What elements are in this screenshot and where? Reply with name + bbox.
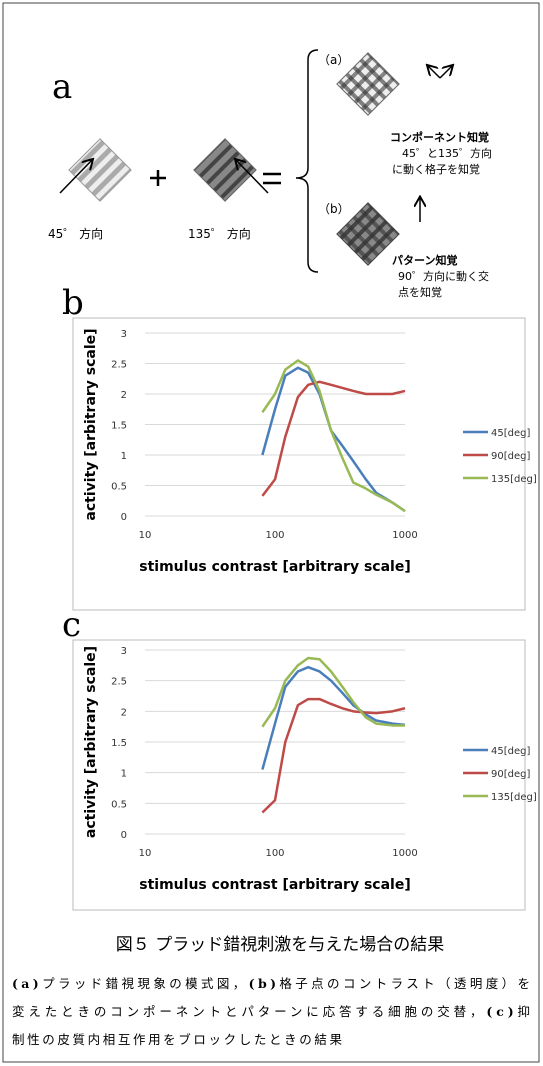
y-tick-label: 0.5: [111, 482, 127, 493]
y-tick-label: 2: [121, 707, 127, 718]
chart-frame: [72, 639, 526, 911]
caption-body: (a) プラッド錯視現象の模式図， (b) 格子点のコントラスト（透明度）を変えたとき…: [12, 976, 530, 1047]
x-tick-label: 100: [265, 848, 284, 859]
perception-line: 点を知覚: [398, 285, 442, 299]
caption-segment: 抑: [517, 1004, 530, 1019]
tag: （b）: [318, 202, 350, 216]
y-tick-label: 2: [121, 390, 127, 401]
y-tick-label: 1.5: [111, 738, 127, 749]
perception-title: コンポーネント知覚: [390, 130, 489, 144]
grating-45: [59, 138, 132, 202]
y-tick-label: 2.5: [111, 677, 127, 688]
brace: [295, 49, 319, 273]
legend-label: 90[deg]: [491, 451, 530, 462]
perception-line: に動く格子を知覚: [392, 162, 480, 176]
legend-label: 135[deg]: [491, 474, 537, 485]
y-tick-label: 1: [121, 451, 127, 462]
perception-line: 90゜方向に動く交: [398, 269, 489, 283]
x-tick-label: 1000: [392, 530, 417, 541]
chart-frame: [72, 317, 526, 611]
panel-label: c: [62, 605, 81, 645]
equals: [263, 172, 281, 185]
data-line: [261, 359, 406, 513]
legend-label: 90[deg]: [491, 769, 530, 780]
caption-segment: 変えたときのコンポーネントとパターンに応答する細胞の交替，: [12, 1004, 483, 1019]
caption-line: (a) プラッド錯視現象の模式図， (b) 格子点のコントラスト（透明度）を: [12, 976, 530, 991]
panel-label: a: [52, 67, 72, 107]
legend-label: 135[deg]: [491, 792, 537, 803]
y-tick-label: 0: [121, 512, 127, 523]
y-tick-label: 0: [121, 830, 127, 841]
y-tick-label: 3: [121, 329, 127, 340]
y-tick-label: 1.5: [111, 421, 127, 432]
panel-label: b: [62, 283, 84, 323]
y-axis-label: activity [arbitrary scale]: [83, 646, 99, 838]
x-tick-label: 10: [139, 848, 152, 859]
plaid-pattern: [336, 202, 400, 266]
x-tick-label: 100: [265, 530, 284, 541]
caption-title: 図５ プラッド錯視刺激を与えた場合の結果: [116, 935, 444, 955]
perception-title: パターン知覚: [392, 253, 457, 267]
y-tick-label: 2.5: [111, 360, 127, 371]
caption-45: 45゜ 方向: [48, 226, 103, 241]
arrows-component: [428, 66, 452, 79]
grating-135: [193, 138, 269, 202]
caption-135: 135゜ 方向: [188, 226, 251, 241]
caption-line: 制性の皮質内相互作用をブロックしたときの結果: [12, 1032, 342, 1047]
caption-segment: (b): [249, 976, 276, 991]
y-tick-label: 1: [121, 769, 127, 780]
plaid-component: [336, 52, 400, 116]
caption-segment: 制性の皮質内相互作用をブロックしたときの結果: [12, 1032, 342, 1047]
x-axis-label: stimulus contrast [arbitrary scale]: [139, 877, 410, 893]
data-line: [261, 665, 406, 770]
tag: （a）: [318, 53, 349, 67]
data-line: [261, 697, 406, 814]
caption-segment: (c): [486, 1004, 513, 1019]
legend-label: 45[deg]: [491, 746, 530, 757]
data-line: [261, 380, 406, 497]
caption-segment: (a): [12, 976, 39, 991]
x-tick-label: 10: [139, 530, 152, 541]
caption-line: 変えたときのコンポーネントとパターンに応答する細胞の交替， (c) 抑: [12, 1004, 530, 1019]
perception-line: 45゜と135゜方向: [402, 146, 492, 160]
caption-segment: 格子点のコントラスト（透明度）を: [279, 976, 530, 991]
legend-label: 45[deg]: [491, 428, 530, 439]
y-axis-label: activity [arbitrary scale]: [83, 328, 99, 520]
caption-segment: プラッド錯視現象の模式図，: [42, 976, 245, 991]
data-line: [261, 656, 405, 728]
y-tick-label: 3: [121, 646, 127, 657]
x-axis-label: stimulus contrast [arbitrary scale]: [139, 559, 410, 575]
y-tick-label: 0.5: [111, 799, 127, 810]
plus: [150, 170, 166, 186]
x-tick-label: 1000: [392, 848, 417, 859]
